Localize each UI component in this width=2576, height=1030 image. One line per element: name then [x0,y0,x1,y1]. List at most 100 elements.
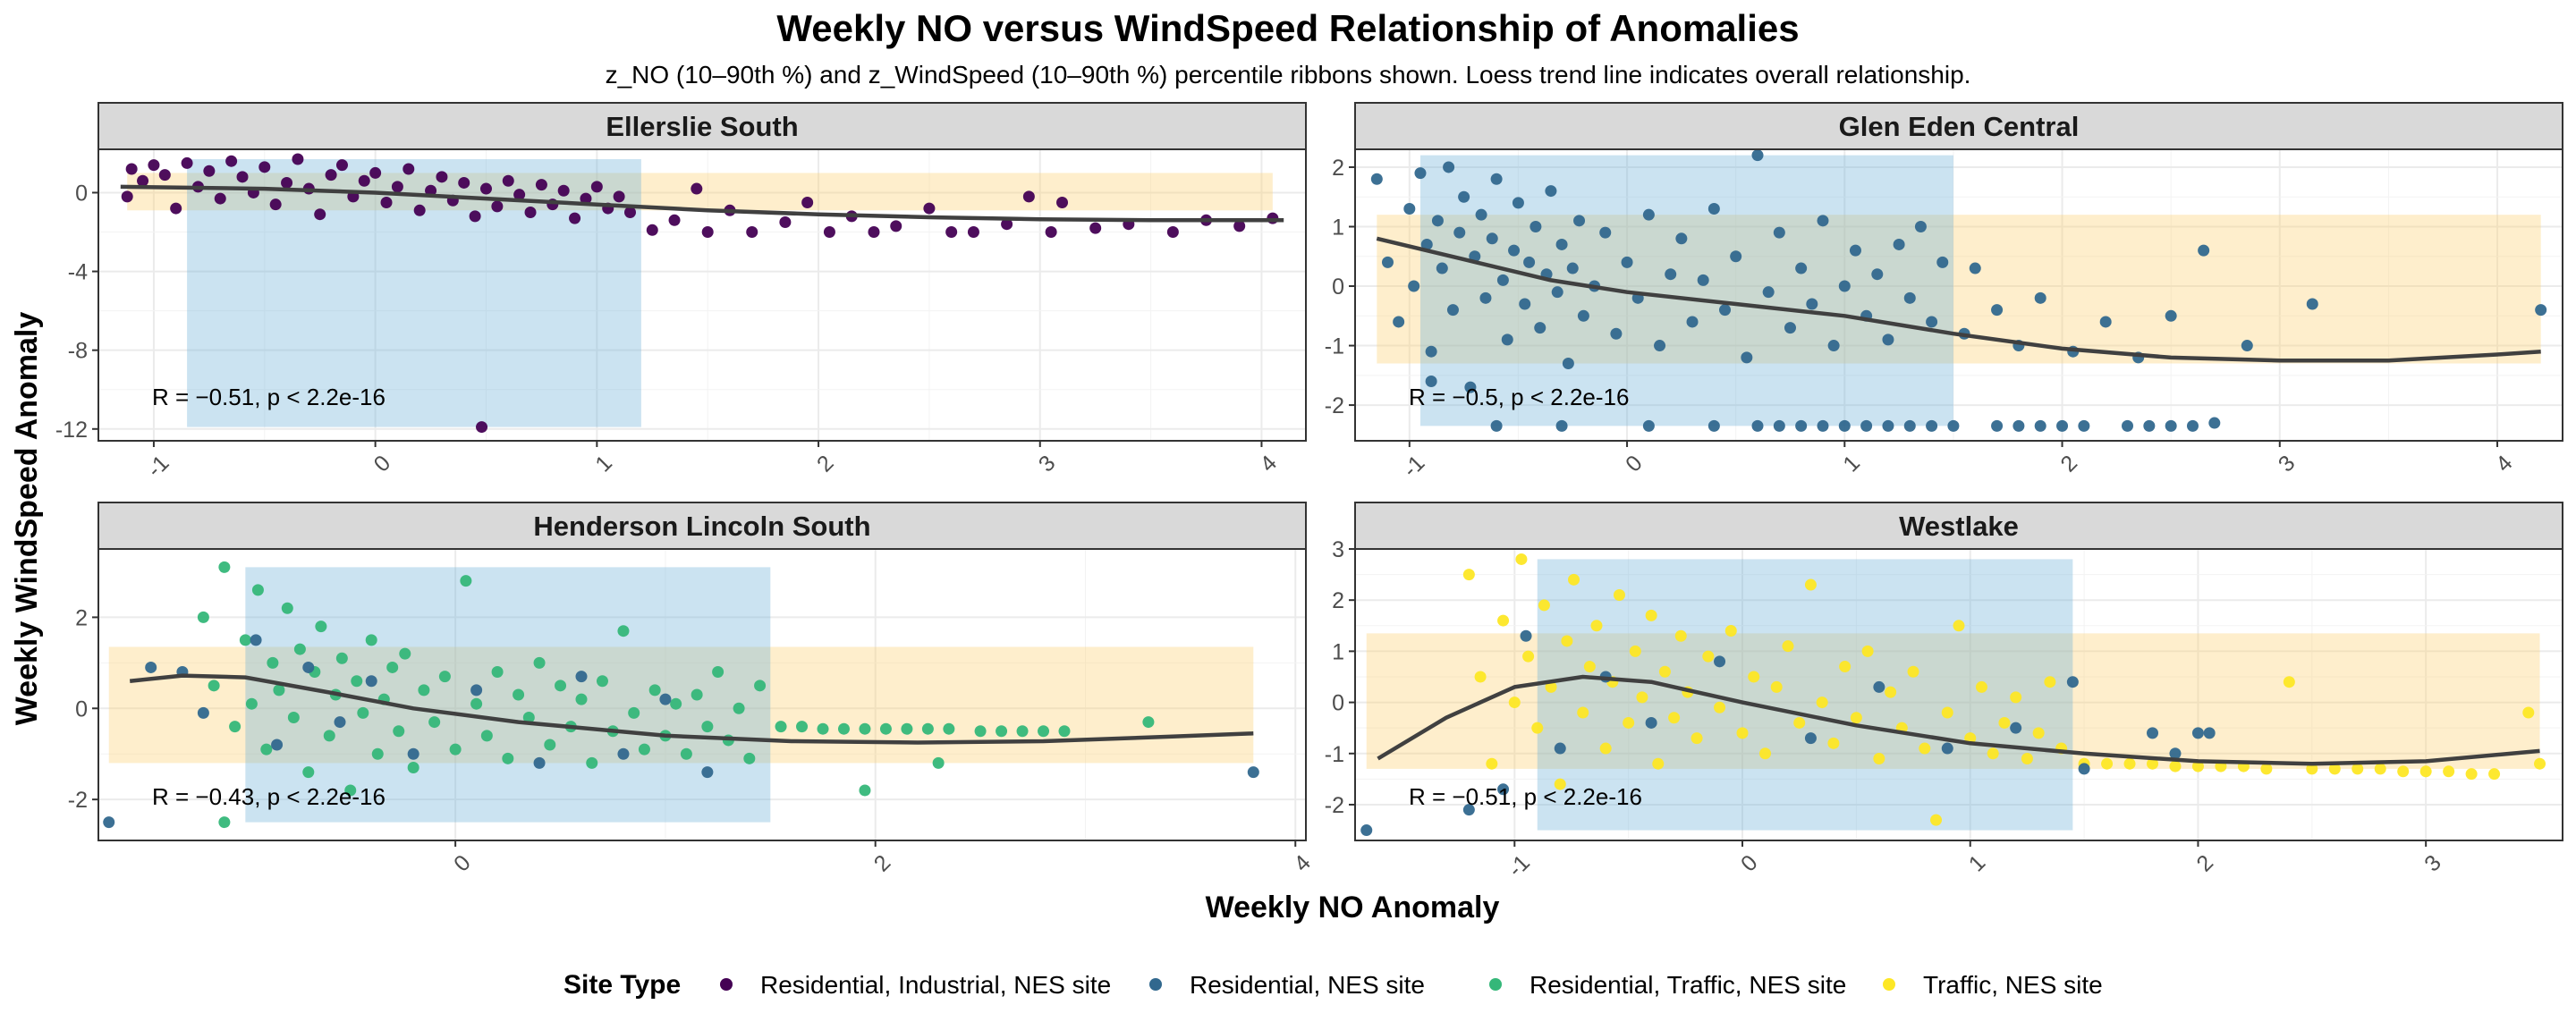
correlation-annotation: R = −0.51, p < 2.2e-16 [1409,783,1642,810]
legend-label: Residential, Industrial, NES site [760,971,1111,999]
data-point [2306,298,2318,310]
data-point [1873,680,1885,693]
data-point [796,721,809,733]
data-point [344,784,357,797]
data-point [596,675,608,688]
data-point [575,671,588,683]
data-point [1686,316,1699,328]
data-point [1393,316,1405,328]
data-point [407,747,419,760]
data-point [1142,716,1155,729]
data-point [1519,298,1531,310]
data-point [1629,645,1641,657]
data-point [148,159,160,172]
data-point [1707,203,1720,215]
panel-background [98,149,1306,441]
data-point [218,561,231,573]
data-point [1795,419,1808,432]
data-point [386,661,399,673]
data-point [1839,661,1852,673]
data-point [1736,727,1749,739]
data-point [1702,650,1715,663]
correlation-annotation: R = −0.43, p < 2.2e-16 [152,783,386,810]
data-point [449,743,462,756]
facet-glen-eden-central: Glen Eden Central R = −0.5, p < 2.2e-16 -1… [1325,102,2563,482]
data-point [580,192,592,205]
data-point [2397,765,2410,778]
data-point [203,165,216,177]
data-point [544,739,556,751]
data-point [823,226,835,239]
y-tick-label: -2 [1325,393,1344,418]
data-point [1001,218,1013,231]
data-point [1991,304,2004,317]
data-point [2056,419,2069,432]
data-point [1577,706,1589,719]
data-point [1782,640,1794,653]
data-point [281,176,293,189]
data-point [2034,419,2046,432]
correlation-annotation: R = −0.51, p < 2.2e-16 [152,384,386,410]
facet-title: Glen Eden Central [1839,111,2080,142]
data-point [746,226,758,239]
data-point [2101,757,2114,770]
data-point [1741,351,1753,364]
data-point [365,634,377,646]
data-point [974,725,987,738]
data-points [1360,553,2546,837]
data-point [2208,417,2221,429]
data-point [996,725,1008,738]
loess-trend-line [1377,674,2540,766]
data-point [859,784,871,797]
panel-border [97,548,1307,841]
chart-subtitle: z_NO (10–90th %) and z_WindSpeed (10–90t… [606,61,1971,89]
panel-border [1354,548,2563,841]
legend-entry-traffic-nes-site: Traffic, NES site [1883,971,2103,999]
legend-label: Residential, NES site [1190,971,1425,999]
data-point [2306,763,2318,775]
data-point [1555,419,1568,432]
data-point [1045,226,1057,239]
data-point [103,816,115,829]
data-point [1784,322,1796,334]
data-point [921,722,934,735]
data-point [1882,419,1894,432]
data-point [1642,208,1655,221]
data-point [1730,250,1742,263]
data-point [1508,244,1521,257]
data-point [292,153,304,165]
data-point [1058,725,1071,738]
data-point [1554,742,1566,755]
data-point [334,716,346,729]
data-point [837,722,850,735]
y-tick-label: -4 [68,260,88,285]
facet-panels: Ellerslie South R = −0.51, p < 2.2e-16 -1 0… [55,102,2563,882]
data-point [380,196,393,208]
data-point [2443,765,2455,778]
data-point [1770,680,1783,693]
x-percentile-ribbon [1537,559,2073,831]
loess-trend-line [120,184,1284,223]
data-point [1414,167,1427,180]
data-point [1953,620,1965,632]
data-point [293,643,306,655]
data-point [1436,262,1448,274]
data-point [1773,419,1785,432]
y-percentile-ribbon [1377,215,2541,364]
data-point [1496,274,1509,286]
data-point [2147,757,2159,770]
data-point [1697,274,1709,286]
data-point [680,747,692,760]
data-point [1425,345,1437,358]
data-point [1443,161,1455,173]
data-point [1714,655,1726,668]
gridlines [98,149,1306,441]
data-point [1793,716,1806,729]
data-point [121,190,133,203]
legend-swatch [1883,978,1895,991]
data-point [323,730,335,742]
data-point [701,766,714,779]
data-point [1987,747,1999,760]
data-point [1490,419,1503,432]
